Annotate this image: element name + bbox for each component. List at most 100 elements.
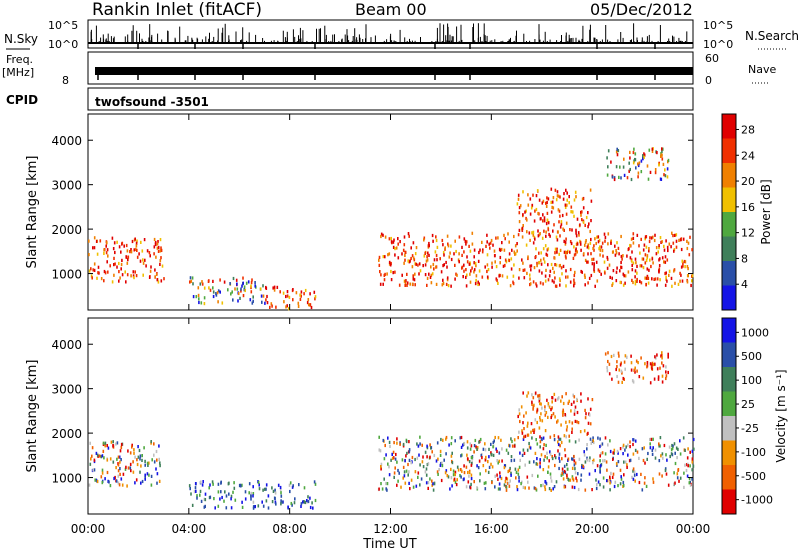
nsearch-hi-label: 10^5 <box>703 19 733 32</box>
scatter-cell <box>664 260 667 264</box>
scatter-cell <box>250 284 252 288</box>
scatter-cell <box>573 198 576 202</box>
scatter-cell <box>606 257 609 261</box>
scatter-cell <box>160 248 163 252</box>
scatter-cell <box>559 248 562 252</box>
colorbar-frame <box>721 113 737 311</box>
scatter-cell <box>387 462 389 466</box>
scatter-cell <box>622 272 625 276</box>
scatter-cell <box>450 442 453 446</box>
scatter-cell <box>642 266 645 270</box>
scatter-cell <box>389 444 391 448</box>
scatter-cell <box>545 204 548 208</box>
scatter-cell <box>495 265 498 269</box>
scatter-cell <box>159 249 162 253</box>
scatter-cell <box>251 301 254 305</box>
scatter-cell <box>522 448 525 452</box>
scatter-cell <box>518 206 521 210</box>
scatter-cell <box>611 250 614 254</box>
scatter-cell <box>579 223 581 227</box>
scatter-cell <box>649 446 652 450</box>
scatter-cell <box>564 242 567 246</box>
scatter-cell <box>684 265 686 269</box>
scatter-cell <box>494 254 496 258</box>
scatter-cell <box>542 257 545 261</box>
scatter-cell <box>533 219 536 223</box>
scatter-cell <box>587 225 589 229</box>
scatter-cell <box>584 258 587 262</box>
scatter-cell <box>578 457 581 461</box>
scatter-cell <box>522 391 524 395</box>
scatter-cell <box>589 456 591 460</box>
nave-label: Nave <box>748 63 776 76</box>
scatter-cell <box>204 498 207 502</box>
scatter-cell <box>404 481 407 485</box>
scatter-cell <box>608 362 611 366</box>
scatter-cell <box>508 468 511 473</box>
scatter-cell <box>192 282 194 286</box>
scatter-cell <box>574 190 577 194</box>
scatter-cell <box>660 153 662 157</box>
scatter-cell <box>125 255 127 259</box>
scatter-cell <box>629 167 631 172</box>
scatter-cell <box>91 454 93 458</box>
scatter-cell <box>589 407 592 411</box>
scatter-cell <box>127 449 129 453</box>
scatter-cell <box>665 370 667 374</box>
scatter-cell <box>463 477 465 481</box>
scatter-cell <box>258 487 261 491</box>
scatter-cell <box>380 273 382 277</box>
scatter-cell <box>606 156 608 160</box>
scatter-cell <box>528 231 531 235</box>
scatter-cell <box>453 252 455 256</box>
scatter-cell <box>629 445 631 449</box>
scatter-cell <box>103 456 105 460</box>
scatter-cell <box>616 266 618 270</box>
scatter-cell <box>252 485 254 489</box>
scatter-cell <box>615 367 617 372</box>
scatter-cell <box>526 433 529 437</box>
scatter-cell <box>545 411 548 415</box>
scatter-cell <box>620 254 623 259</box>
scatter-cell <box>439 449 442 453</box>
scatter-cell <box>500 476 503 481</box>
scatter-cell <box>441 461 443 465</box>
scatter-cell <box>490 238 493 243</box>
scatter-cell <box>475 274 478 278</box>
scatter-cell <box>556 247 558 251</box>
scatter-cell <box>446 265 448 269</box>
scatter-cell <box>383 457 386 461</box>
scatter-cell <box>486 253 489 257</box>
velocity-colorbar-label: Velocity [m s⁻¹] <box>774 369 788 462</box>
scatter-cell <box>556 238 559 242</box>
scatter-cell <box>269 305 271 309</box>
scatter-cell <box>313 480 316 484</box>
scatter-cell <box>626 254 628 258</box>
scatter-cell <box>576 250 578 254</box>
scatter-cell <box>393 238 395 242</box>
scatter-cell <box>380 482 382 486</box>
scatter-cell <box>499 471 501 475</box>
scatter-cell <box>521 226 524 230</box>
scatter-cell <box>514 252 517 256</box>
scatter-cell <box>275 305 277 309</box>
scatter-cell <box>551 456 554 461</box>
scatter-cell <box>411 282 414 286</box>
scatter-cell <box>667 158 670 162</box>
nsky-strip-frame <box>87 19 694 49</box>
scatter-cell <box>193 490 196 494</box>
scatter-cell <box>248 491 250 495</box>
scatter-cell <box>104 444 106 448</box>
scatter-cell <box>677 282 680 286</box>
scatter-cell <box>564 254 567 258</box>
scatter-cell <box>633 473 636 477</box>
scatter-cell <box>600 443 602 447</box>
scatter-cell <box>380 467 382 471</box>
scatter-cell <box>506 477 509 481</box>
scatter-cell <box>258 483 260 487</box>
scatter-cell <box>116 265 118 269</box>
scatter-cell <box>200 301 203 305</box>
scatter-cell <box>475 264 477 268</box>
scatter-cell <box>678 479 680 483</box>
scatter-cell <box>499 273 501 278</box>
